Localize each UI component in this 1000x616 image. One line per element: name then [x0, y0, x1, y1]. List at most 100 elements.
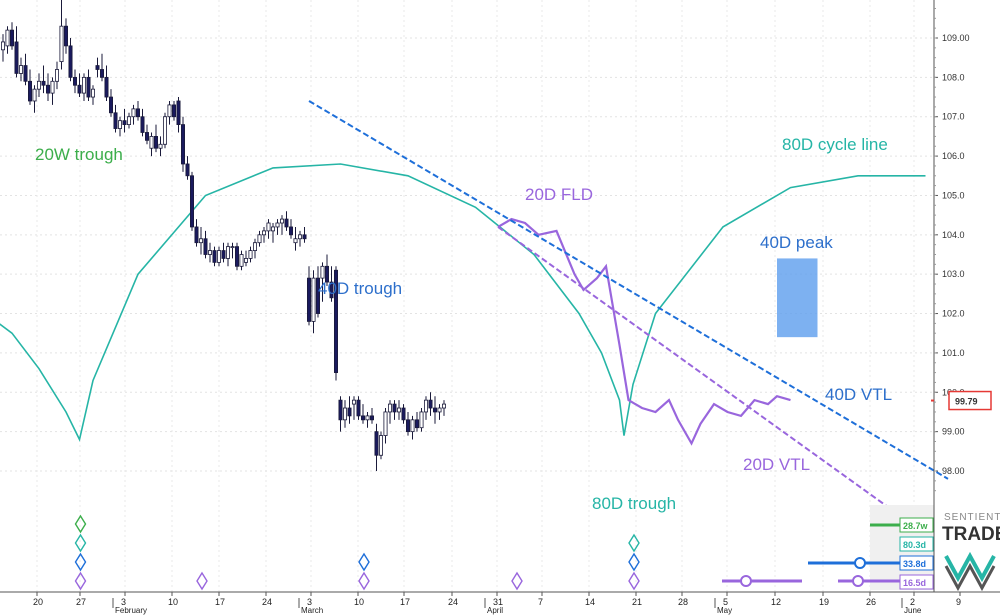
candle-up [320, 265, 325, 279]
candle-down [347, 407, 352, 417]
candle-down [288, 226, 293, 236]
candle-down [86, 76, 91, 98]
candle-up [59, 25, 64, 63]
candle-down [401, 407, 406, 421]
candle-down [203, 238, 208, 255]
price-candles [0, 0, 446, 471]
candle-up [437, 407, 442, 413]
candle-down [9, 29, 14, 47]
last-price-label: 99.79 [955, 397, 978, 407]
candle-down [113, 112, 118, 129]
candle-down [100, 69, 105, 78]
candle-down [329, 281, 334, 299]
candle-up [0, 41, 6, 51]
candle-down [109, 96, 114, 114]
candle-up [162, 116, 167, 145]
candle-down [95, 65, 100, 70]
candle-down [315, 277, 320, 314]
candle-up [383, 411, 388, 436]
candle-down [68, 45, 73, 78]
month-label-june: June [904, 606, 922, 615]
x-tick-label: 3 [307, 597, 312, 607]
peak-box [777, 258, 818, 338]
x-tick-label: 26 [866, 597, 876, 607]
x-tick-label: 12 [771, 597, 781, 607]
candle-up [239, 254, 244, 267]
candle-down [180, 124, 185, 165]
period-panel: 28.7w 80.3d 33.8d 16.5d [722, 505, 934, 590]
candle-down [284, 218, 289, 228]
candle-down [356, 399, 361, 417]
candle-up [311, 277, 316, 322]
candle-up [50, 80, 55, 94]
20d-vtl-line [497, 226, 927, 535]
annotation-20d-vtl: 20D VTL [743, 455, 810, 474]
cycle-diamond-marker [358, 552, 370, 572]
brand-line1: SENTIENT [944, 512, 1000, 523]
period-handle-33d [854, 557, 866, 569]
candle-down [27, 80, 32, 102]
candle-up [387, 403, 392, 413]
period-label-box [899, 536, 934, 552]
x-tick-label: 7 [538, 597, 543, 607]
y-tick-label: 109.00 [942, 33, 970, 43]
candle-up [230, 246, 235, 249]
y-axis: 98.0099.00100.0101.0102.0103.0104.0105.0… [931, 0, 992, 592]
candle-up [18, 65, 23, 74]
candle-down [360, 415, 365, 421]
x-tick-label: 10 [168, 597, 178, 607]
candle-up [441, 403, 446, 409]
candle-down [221, 250, 226, 259]
candle-down [176, 100, 181, 126]
candle-up [32, 88, 37, 102]
candle-down [135, 108, 140, 118]
x-axis: 20 27 3 10 17 24 3 10 17 24 31 7 14 21 28 5 12 19 26 2 9 Febr… [0, 591, 1000, 615]
candle-up [293, 238, 298, 244]
candle-down [171, 104, 176, 118]
candle-up [252, 242, 257, 251]
annotation-40d-peak: 40D peak [760, 233, 833, 252]
candle-down [234, 246, 239, 267]
cycle-diamond-marker [74, 552, 87, 572]
candle-down [324, 265, 329, 283]
candle-up [297, 234, 302, 240]
candle-up [216, 250, 221, 263]
cycle-line-80d [0, 163, 926, 442]
x-tick-label: 2 [910, 597, 915, 607]
x-tick-label: 24 [262, 597, 272, 607]
candle-down [14, 41, 19, 74]
period-handle-16d-a [740, 575, 752, 587]
y-tick-label: 106.0 [942, 151, 965, 161]
candle-down [302, 234, 307, 240]
fld-line [497, 217, 791, 446]
y-tick-label: 105.0 [942, 190, 965, 200]
candle-down [405, 419, 410, 433]
candle-up [396, 407, 401, 413]
candle-down [23, 65, 28, 82]
candle-up [55, 69, 60, 82]
annotation-20w-trough: 20W trough [35, 145, 123, 164]
x-tick-label: 20 [33, 597, 43, 607]
candle-down [333, 269, 338, 373]
fld-line-20d [497, 217, 791, 446]
x-tick-label: 3 [121, 597, 126, 607]
candle-up [225, 246, 230, 259]
annotation-20d-fld: 20D FLD [525, 185, 593, 204]
month-label-march: March [301, 606, 323, 615]
candle-down [73, 76, 78, 86]
candle-up [351, 399, 356, 405]
candle-up [257, 234, 262, 244]
month-label-may: May [717, 606, 732, 615]
cycle-lines [0, 163, 926, 442]
candle-down [369, 415, 374, 421]
period-label-2: 80.3d [903, 540, 926, 550]
y-tick-label: 103.0 [942, 269, 965, 279]
month-label-april: April [487, 606, 503, 615]
candle-up [167, 104, 172, 118]
x-tick-label: 17 [215, 597, 225, 607]
x-tick-label: 9 [956, 597, 961, 607]
candle-down [189, 175, 194, 228]
cycle-diamond-marker [628, 571, 640, 591]
brand-logo-wave [944, 551, 996, 583]
period-label-4: 16.5d [903, 578, 926, 588]
